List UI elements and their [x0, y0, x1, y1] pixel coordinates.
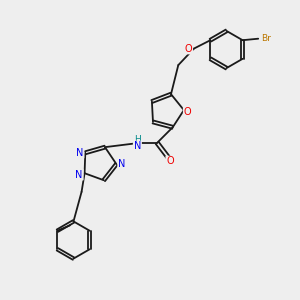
Text: N: N [118, 159, 125, 169]
Text: N: N [134, 141, 141, 152]
Text: O: O [166, 156, 174, 167]
Text: H: H [134, 135, 141, 144]
Text: O: O [185, 44, 192, 54]
Text: Br: Br [261, 34, 271, 43]
Text: O: O [184, 107, 191, 118]
Text: N: N [76, 148, 84, 158]
Text: N: N [76, 170, 83, 180]
